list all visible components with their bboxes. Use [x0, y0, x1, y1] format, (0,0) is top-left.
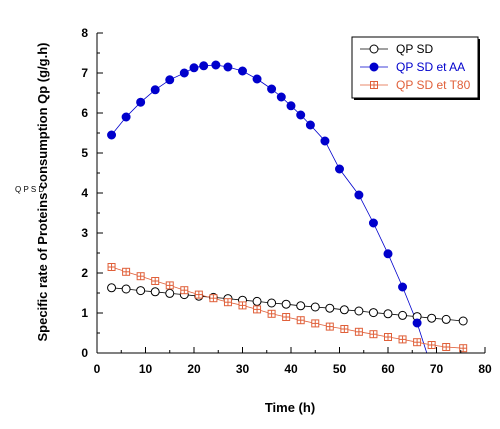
data-point-series-1: [281, 299, 291, 309]
data-point-series-1: [121, 284, 131, 294]
y-tick-label: 0: [81, 346, 88, 360]
data-point-series-1: [458, 316, 468, 326]
data-point-series-3: [384, 333, 392, 341]
data-point-series-1: [368, 308, 378, 318]
data-point-series-2: [276, 92, 286, 102]
data-point-series-2: [211, 60, 221, 70]
data-point-series-2: [320, 136, 330, 146]
y-tick-label: 7: [81, 66, 88, 80]
data-point-series-2: [199, 61, 209, 71]
x-tick-label: 30: [236, 362, 250, 376]
data-point-series-2: [150, 85, 160, 95]
data-point-series-3: [413, 338, 422, 347]
data-point-series-1: [296, 301, 306, 311]
data-point-series-3: [427, 341, 436, 349]
y-tick-label: 8: [81, 26, 88, 40]
data-point-series-1: [150, 287, 160, 297]
data-point-series-2: [136, 97, 146, 107]
data-point-series-2: [335, 164, 344, 174]
data-point-series-2: [223, 62, 233, 72]
x-tick-label: 60: [381, 362, 395, 376]
x-axis-title: Time (h): [265, 400, 315, 415]
data-point-series-3: [165, 281, 174, 290]
x-tick-label: 10: [139, 362, 153, 376]
data-point-series-3: [136, 272, 145, 281]
data-point-series-2: [398, 282, 408, 292]
data-point-series-3: [122, 267, 131, 276]
data-point-series-3: [209, 294, 218, 303]
data-point-series-1: [441, 314, 451, 324]
data-point-series-3: [442, 343, 451, 351]
legend-marker: [370, 81, 378, 89]
x-tick-label: 70: [430, 362, 444, 376]
y-tick-label: 5: [81, 146, 88, 160]
data-point-series-2: [121, 112, 131, 122]
data-point-series-3: [369, 330, 378, 339]
y-tick-label: 6: [81, 106, 88, 120]
data-point-series-3: [340, 325, 349, 333]
data-point-series-2: [383, 249, 393, 259]
data-point-series-2: [179, 68, 189, 78]
side-note: Q P S D: [15, 185, 44, 194]
legend-label: QP SD et T80: [396, 78, 471, 92]
data-point-series-3: [282, 313, 291, 321]
data-point-series-2: [165, 75, 175, 85]
data-point-series-3: [107, 263, 116, 271]
data-point-series-2: [107, 130, 117, 140]
data-point-series-1: [383, 309, 393, 319]
data-point-series-2: [354, 190, 364, 200]
data-point-series-2: [267, 84, 277, 94]
y-tick-label: 1: [81, 306, 88, 320]
legend-marker: [369, 44, 379, 54]
x-tick-label: 20: [187, 362, 201, 376]
data-point-series-2: [189, 63, 199, 73]
data-point-series-3: [253, 305, 262, 314]
data-point-series-2: [412, 318, 422, 328]
legend-marker: [369, 62, 379, 72]
data-point-series-2: [368, 218, 378, 228]
x-tick-label: 40: [284, 362, 298, 376]
data-point-series-1: [165, 288, 175, 298]
data-point-series-1: [136, 286, 146, 296]
data-point-series-3: [296, 316, 305, 325]
data-point-series-3: [325, 322, 334, 331]
x-tick-label: 50: [333, 362, 347, 376]
data-point-series-3: [223, 298, 232, 307]
legend-label: QP SD: [396, 42, 433, 56]
data-point-series-3: [354, 327, 363, 336]
data-point-series-3: [398, 335, 407, 344]
data-point-series-1: [267, 298, 277, 308]
data-point-series-2: [296, 110, 306, 120]
y-axis-title: Specific rate of Proteins consumption Qp…: [35, 42, 50, 341]
x-tick-label: 0: [94, 362, 101, 376]
data-point-series-1: [252, 296, 262, 306]
data-point-series-1: [339, 305, 349, 315]
axes: 0 10 20 30 40 50 60 70 80 0 1 2 3 4 5 6 7 8: [81, 26, 492, 376]
data-point-series-1: [310, 302, 320, 312]
y-tick-label: 3: [81, 226, 88, 240]
data-point-series-1: [325, 303, 335, 313]
data-point-series-2: [252, 74, 262, 84]
data-point-series-2: [305, 120, 315, 130]
data-point-series-3: [180, 286, 189, 295]
data-point-series-3: [459, 344, 468, 353]
data-point-series-1: [107, 283, 117, 293]
data-point-series-3: [151, 277, 160, 285]
x-tick-label: 80: [478, 362, 492, 376]
data-point-series-1: [354, 306, 364, 316]
data-point-series-3: [311, 319, 320, 328]
data-point-series-2: [238, 66, 247, 76]
data-point-series-3: [267, 309, 276, 318]
data-point-series-1: [398, 310, 408, 320]
legend-label: QP SD et AA: [396, 60, 465, 74]
data-point-series-3: [194, 290, 203, 299]
legend: QP SD QP SD et AA QP SD et T80: [351, 36, 480, 100]
data-point-series-3: [238, 301, 247, 310]
data-point-series-2: [286, 101, 296, 111]
y-tick-label: 2: [81, 266, 88, 280]
y-tick-label: 4: [81, 186, 88, 200]
data-point-series-1: [427, 313, 437, 323]
plot-area: [107, 60, 468, 354]
